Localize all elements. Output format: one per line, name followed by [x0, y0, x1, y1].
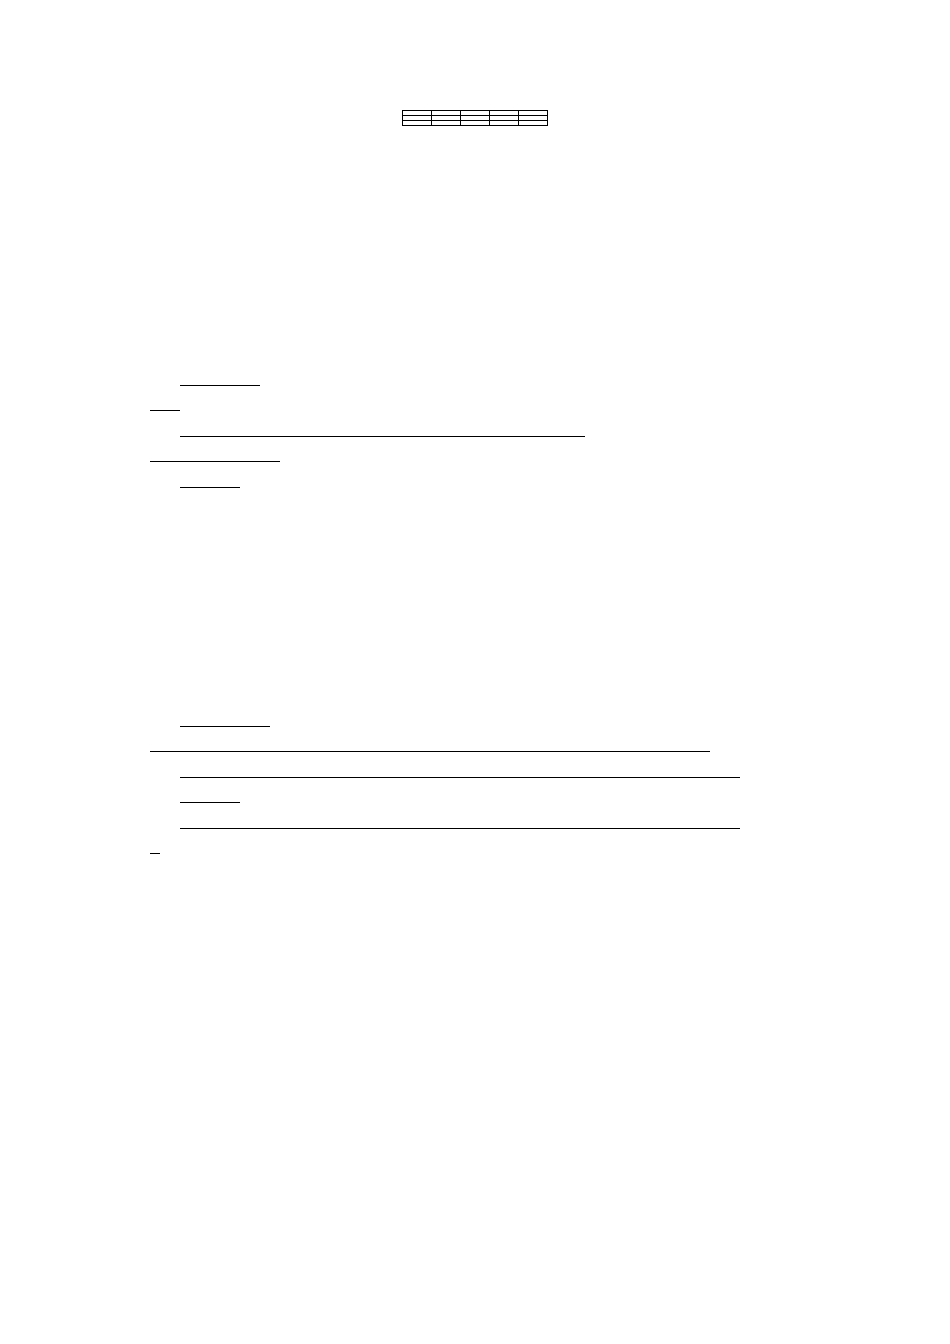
- q11-p2: [150, 421, 800, 447]
- q12-p1-line2: [150, 736, 800, 762]
- blank: [240, 711, 270, 727]
- table-cell: [519, 121, 548, 126]
- blank: [245, 421, 585, 437]
- q11-p4: [150, 472, 800, 498]
- q11-p3-tail: [150, 446, 800, 472]
- table-cell: [403, 121, 432, 126]
- blank: [180, 711, 240, 727]
- q12-p3-tail: [150, 838, 800, 864]
- blank: [180, 813, 740, 829]
- q11-chart: [150, 138, 800, 358]
- data-table: [402, 110, 548, 126]
- blank: [150, 395, 180, 411]
- q12-p2: [150, 787, 800, 813]
- blank: [150, 446, 280, 462]
- q12-p1-line3: [150, 762, 800, 788]
- blank: [180, 472, 240, 488]
- blank: [180, 370, 260, 386]
- q11-p1: [150, 370, 800, 396]
- blank: [180, 421, 245, 437]
- q12-p1: [150, 711, 800, 737]
- q12-charts: [150, 509, 800, 699]
- blank: [180, 787, 240, 803]
- table-cell: [432, 121, 461, 126]
- table-cell: [490, 121, 519, 126]
- blank: [150, 736, 710, 752]
- q12-p3: [150, 813, 800, 839]
- blank: [150, 838, 160, 854]
- table-row: [403, 121, 548, 126]
- table-cell: [461, 121, 490, 126]
- blank: [180, 762, 740, 778]
- q11-p1-tail: [150, 395, 800, 421]
